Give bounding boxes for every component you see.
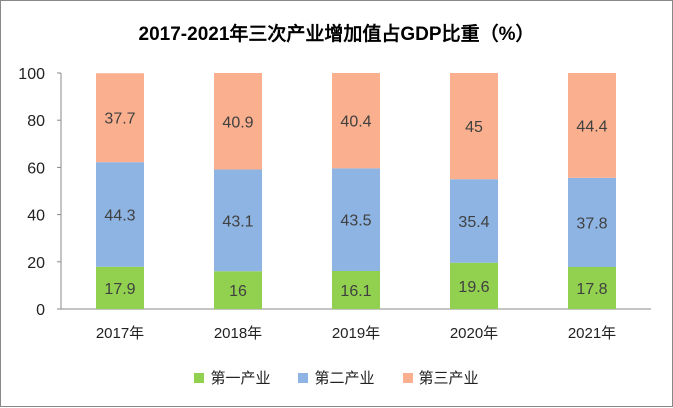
y-tick-label: 40 (27, 208, 45, 225)
bar-segment (214, 271, 262, 309)
bar-segment (332, 271, 380, 309)
data-label: 19.6 (458, 279, 489, 296)
bar-segment (96, 266, 144, 309)
y-tick-label: 0 (36, 302, 45, 319)
bar-segment (96, 162, 144, 267)
data-label: 40.4 (340, 114, 371, 131)
legend-label: 第三产业 (418, 370, 479, 387)
data-label: 43.5 (340, 213, 371, 230)
y-tick-label: 60 (27, 160, 45, 177)
bar-segment (332, 73, 380, 169)
bar-segment (450, 262, 498, 309)
data-label: 17.9 (104, 281, 135, 298)
data-label: 45 (465, 119, 483, 136)
data-label: 43.1 (222, 213, 253, 230)
bar-segment (214, 73, 262, 170)
bar-segment (568, 266, 616, 309)
legend-swatch (194, 372, 205, 383)
chart-title: 2017-2021年三次产业增加值占GDP比重（%） (138, 24, 535, 45)
legend-item: 第一产业 (194, 367, 270, 388)
y-tick-label: 100 (18, 66, 45, 83)
legend-swatch (402, 372, 413, 383)
data-label: 37.7 (104, 111, 135, 128)
bar-segment (450, 73, 498, 180)
y-tick-label: 20 (27, 255, 45, 272)
x-tick-label: 2018年 (214, 325, 262, 342)
bar-segment (214, 169, 262, 272)
bar-segment (450, 179, 498, 263)
legend-item: 第三产业 (402, 367, 479, 388)
y-tick-label: 80 (27, 113, 45, 130)
legend-label: 第一产业 (210, 370, 271, 387)
legend: 第一产业 第二产业 第三产业 (1, 367, 672, 388)
data-label: 44.3 (104, 207, 135, 224)
x-tick-label: 2021年 (568, 325, 616, 342)
x-tick-label: 2017年 (96, 325, 144, 342)
data-label: 37.8 (576, 215, 607, 232)
x-tick-label: 2020年 (450, 325, 498, 342)
legend-label: 第二产业 (314, 370, 375, 387)
data-label: 35.4 (458, 214, 489, 231)
bar-segment (96, 73, 144, 163)
x-tick-label: 2019年 (332, 325, 380, 342)
data-label: 16.1 (340, 283, 371, 300)
bar-segment (568, 73, 616, 178)
data-label: 40.9 (222, 114, 253, 131)
legend-item: 第二产业 (298, 367, 375, 388)
data-label: 44.4 (576, 118, 607, 135)
legend-swatch (298, 372, 309, 383)
data-label: 16 (229, 283, 247, 300)
data-label: 17.8 (576, 281, 607, 298)
bar-segment (332, 168, 380, 272)
bar-segment (568, 177, 616, 267)
